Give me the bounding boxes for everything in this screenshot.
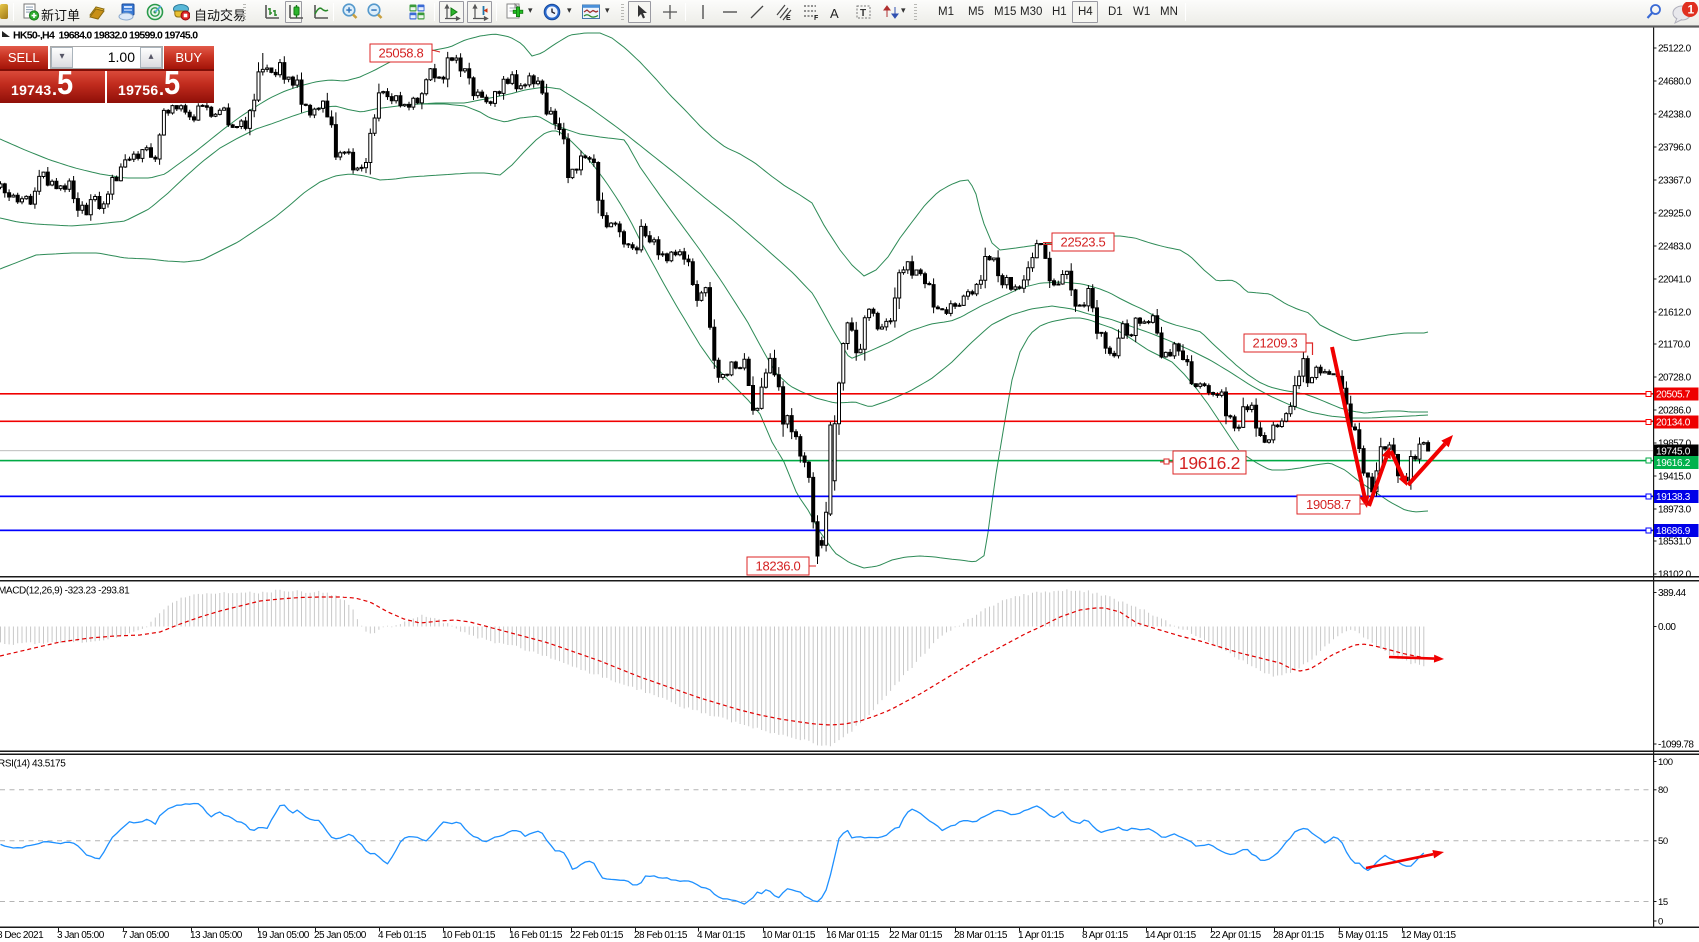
svg-text:12 May 01:15: 12 May 01:15	[1401, 930, 1457, 941]
svg-text:24238.0: 24238.0	[1658, 110, 1692, 121]
svg-text:19616.2: 19616.2	[1656, 458, 1691, 469]
svg-text:7 Jan 05:00: 7 Jan 05:00	[122, 930, 170, 941]
svg-text:3 Jan 05:00: 3 Jan 05:00	[57, 930, 105, 941]
svg-text:8 Dec 2021: 8 Dec 2021	[0, 930, 44, 941]
svg-text:HK50-,H4 19684.0 19832.0 1959: HK50-,H4 19684.0 19832.0 19599.0 19745.0	[13, 30, 198, 42]
svg-text:25058.8: 25058.8	[379, 46, 424, 61]
svg-text:100: 100	[1658, 757, 1673, 768]
svg-text:18236.0: 18236.0	[756, 559, 801, 574]
svg-text:20134.0: 20134.0	[1656, 418, 1691, 429]
svg-text:10 Feb 01:15: 10 Feb 01:15	[442, 930, 496, 941]
svg-text:18973.0: 18973.0	[1658, 505, 1692, 516]
svg-text:T: T	[860, 8, 866, 19]
svg-text:20505.7: 20505.7	[1656, 390, 1691, 401]
svg-text:18686.9: 18686.9	[1656, 526, 1691, 537]
svg-text:16 Mar 01:15: 16 Mar 01:15	[826, 930, 880, 941]
svg-text:21209.3: 21209.3	[1253, 336, 1298, 351]
svg-text:50: 50	[1658, 836, 1668, 847]
svg-text:18102.0: 18102.0	[1658, 570, 1692, 581]
svg-text:19058.7: 19058.7	[1306, 497, 1351, 512]
svg-text:20728.0: 20728.0	[1658, 373, 1692, 384]
svg-text:MACD(12,26,9) -323.23 -293.81: MACD(12,26,9) -323.23 -293.81	[0, 586, 130, 597]
svg-text:22 Apr 01:15: 22 Apr 01:15	[1210, 930, 1262, 941]
svg-text:23796.0: 23796.0	[1658, 143, 1692, 154]
svg-text:0: 0	[1658, 916, 1663, 927]
svg-text:19415.0: 19415.0	[1658, 472, 1692, 483]
svg-text:13 Jan 05:00: 13 Jan 05:00	[190, 930, 243, 941]
svg-text:-1099.78: -1099.78	[1658, 740, 1694, 751]
svg-text:20286.0: 20286.0	[1658, 406, 1692, 417]
svg-text:10 Mar 01:15: 10 Mar 01:15	[762, 930, 816, 941]
svg-text:16 Feb 01:15: 16 Feb 01:15	[509, 930, 563, 941]
svg-text:0.00: 0.00	[1658, 622, 1676, 633]
svg-text:22523.5: 22523.5	[1061, 235, 1106, 250]
svg-text:22041.0: 22041.0	[1658, 275, 1692, 286]
svg-text:28 Feb 01:15: 28 Feb 01:15	[634, 930, 688, 941]
svg-text:25122.0: 25122.0	[1658, 44, 1692, 55]
svg-text:389.44: 389.44	[1658, 588, 1687, 599]
svg-text:22 Feb 01:15: 22 Feb 01:15	[570, 930, 624, 941]
svg-text:28 Mar 01:15: 28 Mar 01:15	[954, 930, 1008, 941]
svg-text:24680.0: 24680.0	[1658, 77, 1692, 88]
svg-text:4 Feb 01:15: 4 Feb 01:15	[378, 930, 427, 941]
svg-text:RSI(14) 43.5175: RSI(14) 43.5175	[0, 759, 66, 770]
svg-text:5 May 01:15: 5 May 01:15	[1338, 930, 1388, 941]
svg-text:21170.0: 21170.0	[1658, 340, 1691, 351]
svg-text:22 Mar 01:15: 22 Mar 01:15	[889, 930, 943, 941]
svg-text:28 Apr 01:15: 28 Apr 01:15	[1273, 930, 1325, 941]
svg-text:23367.0: 23367.0	[1658, 176, 1692, 187]
svg-text:80: 80	[1658, 785, 1668, 796]
svg-text:1 Apr 01:15: 1 Apr 01:15	[1018, 930, 1065, 941]
svg-text:22483.0: 22483.0	[1658, 242, 1692, 253]
svg-text:19 Jan 05:00: 19 Jan 05:00	[257, 930, 310, 941]
svg-text:E: E	[786, 15, 791, 21]
svg-text:1: 1	[1688, 3, 1695, 17]
svg-text:F: F	[814, 15, 819, 21]
svg-text:19745.0: 19745.0	[1656, 447, 1691, 458]
svg-text:15: 15	[1658, 897, 1668, 908]
svg-text:19857.0: 19857.0	[1658, 439, 1692, 450]
svg-text:18531.0: 18531.0	[1658, 537, 1692, 548]
svg-text:22925.0: 22925.0	[1658, 209, 1692, 220]
svg-text:14 Apr 01:15: 14 Apr 01:15	[1145, 930, 1197, 941]
svg-text:4 Mar 01:15: 4 Mar 01:15	[697, 930, 746, 941]
svg-text:21612.0: 21612.0	[1658, 308, 1692, 319]
svg-text:19616.2: 19616.2	[1179, 453, 1240, 473]
svg-text:19138.3: 19138.3	[1656, 492, 1691, 503]
svg-text:25 Jan 05:00: 25 Jan 05:00	[314, 930, 367, 941]
svg-text:8 Apr 01:15: 8 Apr 01:15	[1082, 930, 1129, 941]
